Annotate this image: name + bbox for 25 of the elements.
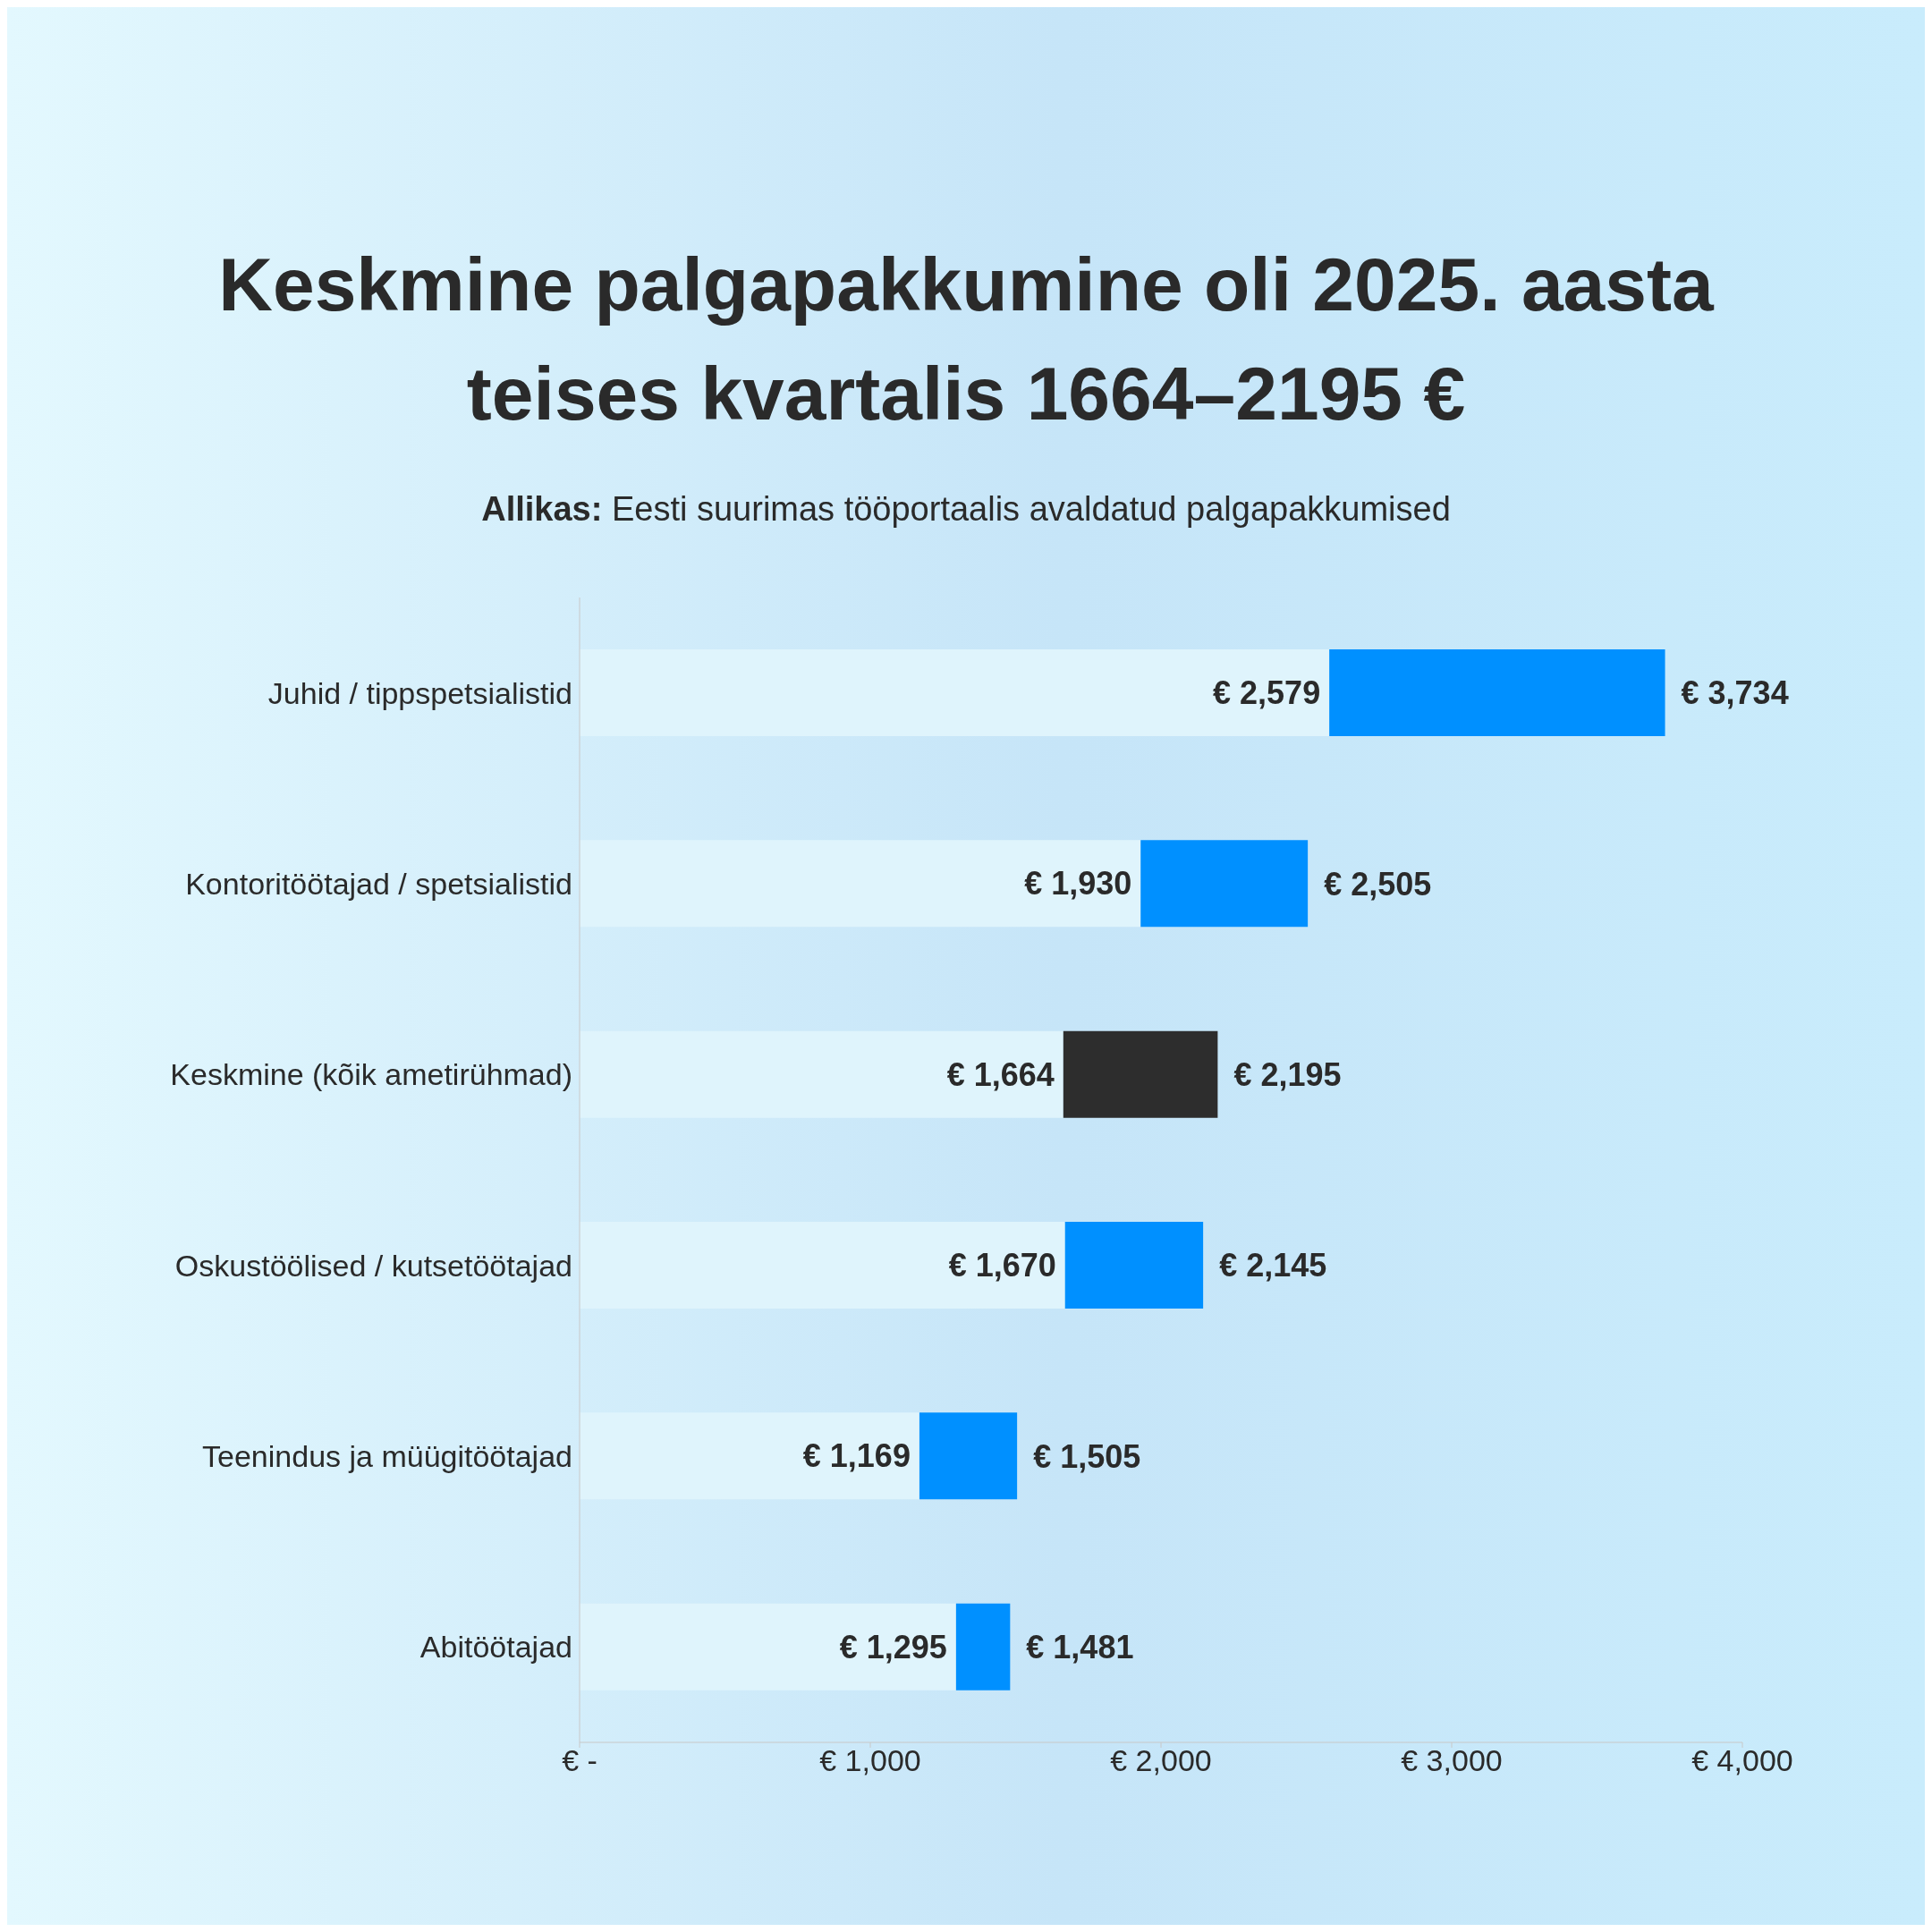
x-tick-label: € 2,000	[1110, 1743, 1212, 1778]
data-label: € 1,169	[802, 1437, 911, 1475]
y-tick-label: Teenindus ja müügitöötajad	[202, 1439, 572, 1474]
chart-title: Keskmine palgapakkumine oli 2025. aasta teises kvartalis 1664–2195 €	[217, 242, 1716, 437]
y-tick-label: Abitöötajad	[419, 1630, 572, 1665]
x-tick-label: € -	[562, 1743, 597, 1778]
annotation: € 2,505	[1324, 865, 1432, 902]
annotation: € 2,195	[1233, 1055, 1342, 1093]
x-tick-label: € 3,000	[1401, 1743, 1503, 1778]
y-tick-label: Juhid / tippspetsialistid	[267, 675, 572, 710]
annotation: € 2,145	[1219, 1247, 1327, 1284]
data-label: € 1,930	[1024, 865, 1132, 902]
y-tick-label: Oskustöölised / kutsetöötajad	[174, 1248, 572, 1283]
x-tick-label: € 1,000	[819, 1743, 921, 1778]
annotation: € 1,481	[1026, 1628, 1134, 1665]
y-tick-label: Kontoritöötajad / spetsialistid	[185, 867, 572, 902]
y-tick-label: Keskmine (kõik ametirühmad)	[170, 1057, 572, 1092]
chart-subtitle: Allikas: Eesti suurimas tööportaalis avaldatud palgapakkumised	[480, 490, 1452, 529]
data-label: € 2,579	[1213, 674, 1321, 712]
data-label: € 1,664	[946, 1055, 1055, 1093]
annotation: € 3,734	[1681, 674, 1789, 712]
annotation: € 1,505	[1033, 1437, 1141, 1475]
data-label: € 1,670	[948, 1247, 1056, 1284]
x-tick-label: € 4,000	[1691, 1743, 1793, 1778]
data-label: € 1,295	[839, 1628, 947, 1665]
